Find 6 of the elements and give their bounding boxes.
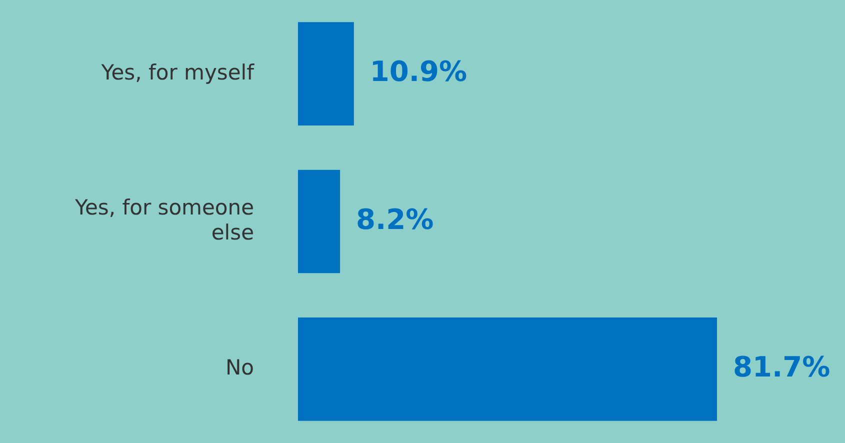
data-label: 81.7% [733,350,830,384]
y-tick-label: No [225,356,254,380]
y-tick-label: Yes, for myself [100,60,255,84]
data-label: 8.2% [356,202,434,236]
data-label: 10.9% [370,55,468,88]
y-tick-label: Yes, for someone else [74,195,254,245]
